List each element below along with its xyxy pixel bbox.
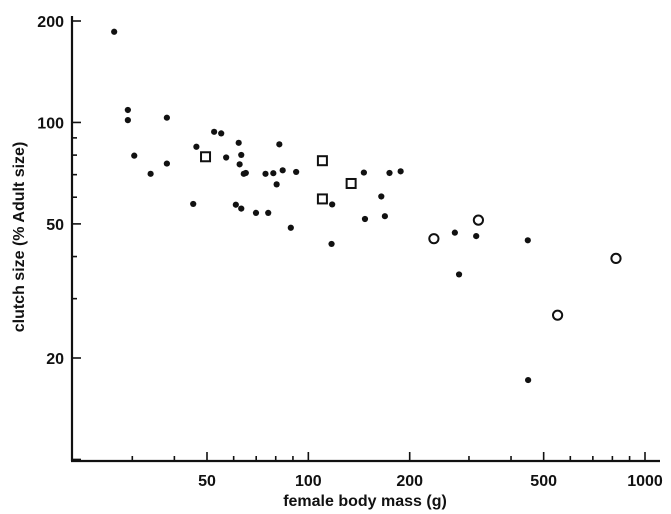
filled-circle-point	[361, 215, 369, 223]
filled-circle-point	[236, 161, 243, 168]
open-circle-point	[551, 309, 564, 321]
filled-circle-point	[329, 201, 336, 208]
axes	[70, 16, 660, 463]
open-square-point	[316, 193, 328, 205]
data-points	[111, 28, 622, 384]
filled-circle-point	[238, 151, 245, 159]
filled-circle-point	[270, 170, 277, 177]
filled-circle-point	[328, 240, 335, 248]
open-circle-point	[472, 214, 485, 226]
filled-circle-point	[163, 114, 170, 121]
series-open-circle	[428, 214, 622, 321]
filled-circle-point	[190, 200, 197, 208]
filled-circle-point	[131, 152, 138, 159]
filled-circle-point	[193, 143, 200, 150]
y-ticks	[72, 20, 81, 461]
filled-circle-point	[279, 167, 286, 174]
y-axis-label: clutch size (% Adult size)	[11, 142, 28, 333]
filled-circle-point	[386, 169, 393, 177]
filled-circle-point	[293, 168, 300, 176]
y-tick-label: 20	[46, 351, 64, 368]
filled-circle-point	[265, 209, 272, 217]
x-tick-label: 500	[530, 473, 557, 490]
filled-circle-point	[223, 154, 230, 161]
filled-circle-point	[451, 229, 458, 236]
series-open-square	[200, 151, 357, 205]
filled-circle-point	[238, 205, 245, 212]
filled-circle-point	[124, 106, 131, 114]
filled-circle-point	[397, 168, 404, 175]
y-tick-label: 100	[37, 115, 64, 132]
filled-circle-point	[262, 170, 269, 177]
open-square-point	[316, 155, 328, 167]
open-circle-point	[428, 233, 440, 245]
x-tick-label: 200	[396, 473, 423, 490]
y-tick-labels: 20 50 100 200	[37, 14, 64, 368]
filled-circle-point	[381, 213, 388, 220]
x-tick-label: 50	[198, 473, 216, 490]
filled-circle-point	[147, 170, 154, 177]
x-tick-labels: 50 100 200 500 1000	[198, 473, 663, 490]
open-square-point	[345, 177, 357, 189]
x-axis-label: female body mass (g)	[283, 493, 447, 510]
open-square-point	[200, 151, 212, 163]
filled-circle-point	[211, 128, 218, 135]
filled-circle-point	[455, 271, 463, 278]
series-filled-circle	[111, 28, 532, 384]
filled-circle-point	[235, 139, 242, 146]
x-tick-label: 1000	[627, 473, 663, 490]
filled-circle-point	[276, 141, 283, 148]
filled-circle-point	[273, 181, 280, 188]
filled-circle-point	[232, 201, 239, 208]
filled-circle-point	[287, 224, 294, 231]
filled-circle-point	[111, 28, 118, 35]
filled-circle-point	[163, 160, 170, 167]
filled-circle-point	[242, 169, 249, 177]
y-tick-label: 200	[37, 14, 64, 31]
filled-circle-point	[473, 232, 480, 240]
filled-circle-point	[218, 130, 225, 137]
open-circle-point	[610, 252, 622, 264]
filled-circle-point	[378, 193, 385, 200]
filled-circle-point	[252, 209, 260, 217]
x-ticks	[131, 452, 646, 461]
filled-circle-point	[360, 169, 367, 176]
x-tick-label: 100	[295, 473, 322, 490]
y-tick-label: 50	[46, 217, 64, 234]
filled-circle-point	[525, 376, 532, 384]
filled-circle-point	[124, 117, 131, 124]
filled-circle-point	[524, 237, 531, 244]
